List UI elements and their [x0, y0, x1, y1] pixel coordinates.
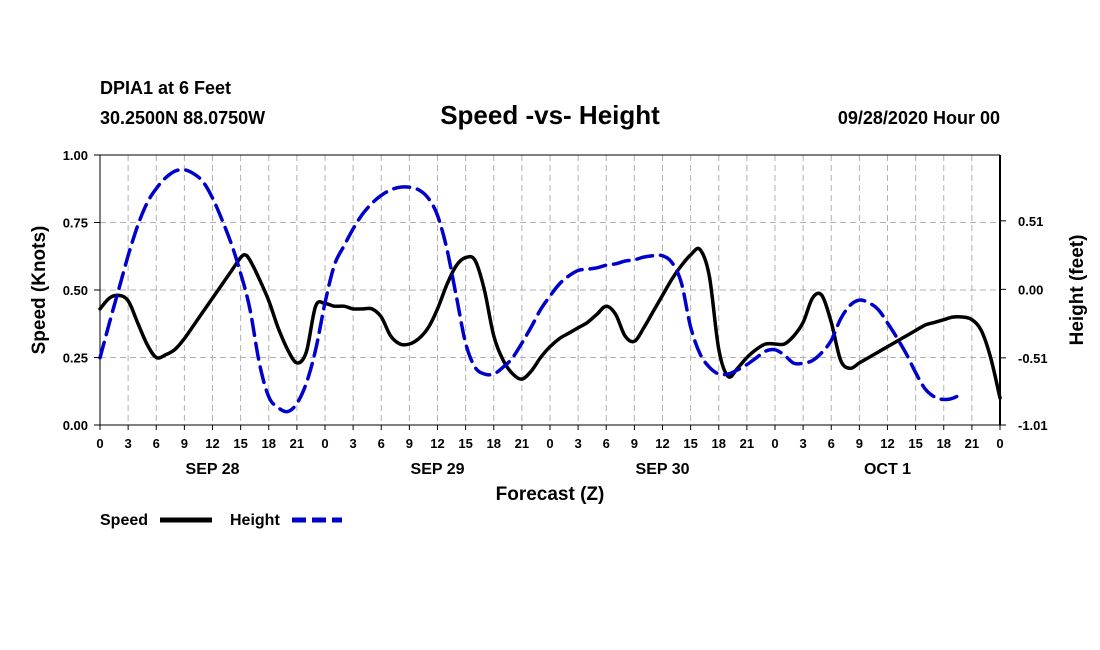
x-axis-label: Forecast (Z): [496, 484, 605, 505]
x-tick-label: 21: [740, 436, 754, 451]
x-tick-label: 6: [378, 436, 385, 451]
x-tick-label: 15: [683, 436, 697, 451]
y-axis-right-label: Height (feet): [1067, 235, 1088, 346]
x-tick-label: 6: [603, 436, 610, 451]
date-label: SEP 30: [636, 461, 690, 478]
legend-speed-label: Speed: [100, 512, 148, 529]
legend: Speed Height: [100, 512, 342, 529]
x-tick-label: 0: [771, 436, 778, 451]
y-right-tick-label: 0.51: [1018, 214, 1043, 229]
x-tick-label: 3: [350, 436, 357, 451]
x-tick-label: 9: [631, 436, 638, 451]
x-tick-label: 15: [458, 436, 472, 451]
y-axis-left-label: Speed (Knots): [29, 226, 50, 355]
x-tick-label: 18: [487, 436, 501, 451]
coords-label: 30.2500N 88.0750W: [100, 108, 265, 128]
x-tick-label: 21: [515, 436, 529, 451]
datetime-label: 09/28/2020 Hour 00: [838, 108, 1000, 128]
y-left-tick-label: 0.00: [63, 418, 88, 433]
x-tick-label: 0: [321, 436, 328, 451]
x-tick-label: 0: [96, 436, 103, 451]
x-tick-label: 18: [712, 436, 726, 451]
x-tick-label: 6: [828, 436, 835, 451]
x-tick-label: 0: [996, 436, 1003, 451]
x-tick-label: 0: [546, 436, 553, 451]
series-layer: [98, 167, 1002, 414]
x-tick-label: 9: [406, 436, 413, 451]
y-left-tick-label: 1.00: [63, 148, 88, 163]
x-tick-label: 15: [908, 436, 922, 451]
series-line-speed: [98, 246, 1002, 400]
x-tick-label: 12: [205, 436, 219, 451]
x-tick-label: 21: [965, 436, 979, 451]
date-label: SEP 28: [186, 461, 240, 478]
series-line-height: [98, 167, 965, 414]
x-tick-label: 3: [800, 436, 807, 451]
date-label: SEP 29: [411, 461, 465, 478]
chart-title: Speed -vs- Height: [440, 100, 660, 130]
date-label: OCT 1: [864, 461, 911, 478]
y-right-tick-label: 0.00: [1018, 282, 1043, 297]
y-right-tick-label: -0.51: [1018, 351, 1048, 366]
x-tick-label: 12: [430, 436, 444, 451]
x-tick-label: 9: [181, 436, 188, 451]
y-right-tick-label: -1.01: [1018, 418, 1048, 433]
x-tick-label: 18: [937, 436, 951, 451]
x-tick-label: 18: [262, 436, 276, 451]
x-tick-label: 3: [575, 436, 582, 451]
x-tick-label: 6: [153, 436, 160, 451]
x-tick-label: 21: [290, 436, 304, 451]
x-tick-label: 3: [125, 436, 132, 451]
x-tick-label: 12: [655, 436, 669, 451]
x-tick-label: 9: [856, 436, 863, 451]
y-left-tick-label: 0.25: [63, 351, 88, 366]
x-tick-label: 12: [880, 436, 894, 451]
legend-height-label: Height: [230, 512, 280, 529]
grid: [100, 155, 1000, 425]
y-left-tick-label: 0.75: [63, 216, 88, 231]
y-left-tick-label: 0.50: [63, 283, 88, 298]
x-tick-label: 15: [233, 436, 247, 451]
ticks: 0.00 0.25 0.50 0.75 1.00 -1.01 -0.51 0.00 0.51 0 3…: [63, 148, 1048, 478]
station-label: DPIA1 at 6 Feet: [100, 78, 231, 98]
